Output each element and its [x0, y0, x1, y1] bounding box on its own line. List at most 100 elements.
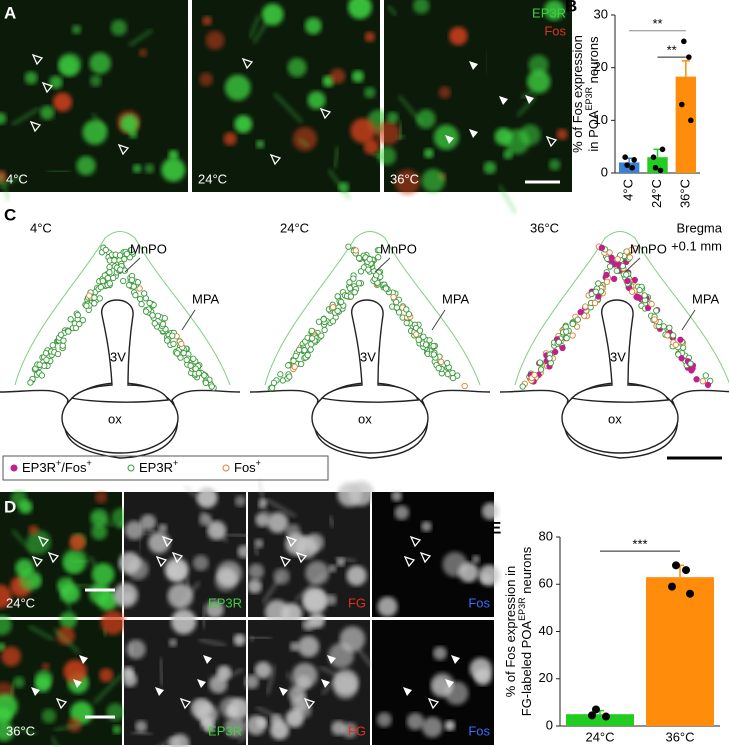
neuron-dot	[577, 308, 584, 316]
data-point	[602, 712, 610, 721]
data-point	[657, 167, 664, 174]
fiber	[88, 555, 98, 569]
temp-label: 24°C	[198, 171, 227, 186]
cell	[254, 661, 272, 679]
neuron-dot	[536, 359, 544, 366]
neuron-dot	[301, 347, 308, 354]
legend-label: Fos+	[234, 458, 261, 475]
cell	[264, 599, 290, 625]
cell	[15, 558, 34, 578]
neuron-dot	[137, 295, 144, 303]
text-part: EP3R	[22, 460, 56, 475]
neuron-dot	[96, 295, 103, 302]
fiber	[72, 559, 89, 564]
neuron-dot	[531, 371, 538, 379]
neuron-dot	[613, 267, 620, 275]
neuron-dot	[308, 335, 316, 342]
neuron-dot	[285, 362, 292, 369]
section-outline	[249, 389, 491, 459]
y-tick-label: 10	[594, 112, 608, 127]
arrowhead	[241, 57, 254, 70]
fiber	[286, 672, 307, 703]
cell	[433, 646, 447, 661]
text-part: Fos	[234, 460, 256, 475]
channel-label: FG	[348, 595, 366, 610]
fiber	[328, 169, 351, 200]
cell	[338, 181, 350, 193]
neuron-dot	[334, 293, 341, 300]
leader	[681, 309, 696, 331]
region-label: MnPO	[130, 241, 167, 256]
neuron-dot	[704, 381, 712, 389]
cell	[28, 524, 39, 536]
arrowhead	[409, 535, 422, 548]
y-tick-label: 20	[539, 670, 553, 685]
neuron-dot	[117, 266, 124, 273]
fiber	[248, 14, 261, 39]
neuron-dot	[444, 359, 451, 367]
fiber	[335, 556, 357, 563]
cell	[270, 720, 290, 740]
neuron-dot	[138, 300, 145, 308]
fiber	[333, 146, 340, 169]
arrowhead	[321, 679, 330, 688]
superscript: +	[87, 458, 92, 468]
cell	[255, 512, 270, 527]
superscript: +	[256, 458, 261, 468]
cell	[351, 70, 364, 83]
neuron-dot	[187, 362, 194, 369]
neuron-dot	[390, 293, 397, 301]
neuron-dot	[582, 303, 589, 310]
fiber	[253, 546, 260, 556]
neuron-dot	[606, 249, 613, 256]
y-tick-label: 40	[539, 623, 553, 638]
fiber	[143, 529, 156, 536]
neuron-dot	[569, 332, 576, 339]
neuron-dot	[365, 266, 372, 273]
cell	[0, 112, 7, 125]
cell	[56, 626, 75, 645]
micrographs	[0, 0, 572, 747]
cell	[89, 75, 102, 87]
neuron-dot	[106, 269, 113, 276]
text-part: /Fos	[61, 460, 87, 475]
data-point	[588, 711, 596, 720]
neuron-dot	[569, 320, 576, 328]
neuron-dot	[54, 350, 62, 358]
channel-label: Fos	[544, 23, 566, 38]
neuron-dot	[99, 277, 107, 285]
cell	[224, 716, 246, 738]
cell	[394, 505, 410, 520]
cell	[304, 17, 322, 35]
cell	[199, 72, 213, 87]
region-label: MnPO	[380, 241, 417, 256]
neuron-dot	[631, 276, 638, 284]
neuron-dot	[352, 247, 359, 254]
ventricle-label: 3V	[110, 349, 126, 364]
neuron-dot	[170, 340, 177, 348]
neuron-dot	[136, 285, 143, 292]
neuron-dot	[164, 337, 171, 344]
cell	[471, 555, 480, 564]
cell	[494, 127, 513, 146]
arrowhead	[327, 655, 336, 664]
leader	[124, 257, 141, 273]
neuron-dot	[677, 336, 684, 343]
neuron-dot	[357, 268, 365, 275]
cell	[503, 149, 513, 160]
neuron-dot	[629, 288, 636, 295]
neuron-dot	[65, 328, 72, 335]
fiber	[0, 172, 5, 181]
superscript: EP3R	[584, 86, 594, 110]
neuron-dot	[366, 256, 373, 263]
significance-label: **	[652, 16, 662, 31]
chiasm-label: ox	[608, 411, 622, 426]
neuron-dot	[405, 311, 413, 318]
arrowhead	[279, 555, 292, 568]
neuron-dot	[178, 340, 185, 347]
arrowhead	[79, 655, 88, 664]
cell	[112, 725, 122, 735]
cell	[10, 490, 28, 507]
cell	[556, 128, 568, 140]
neuron-dot	[559, 344, 566, 352]
